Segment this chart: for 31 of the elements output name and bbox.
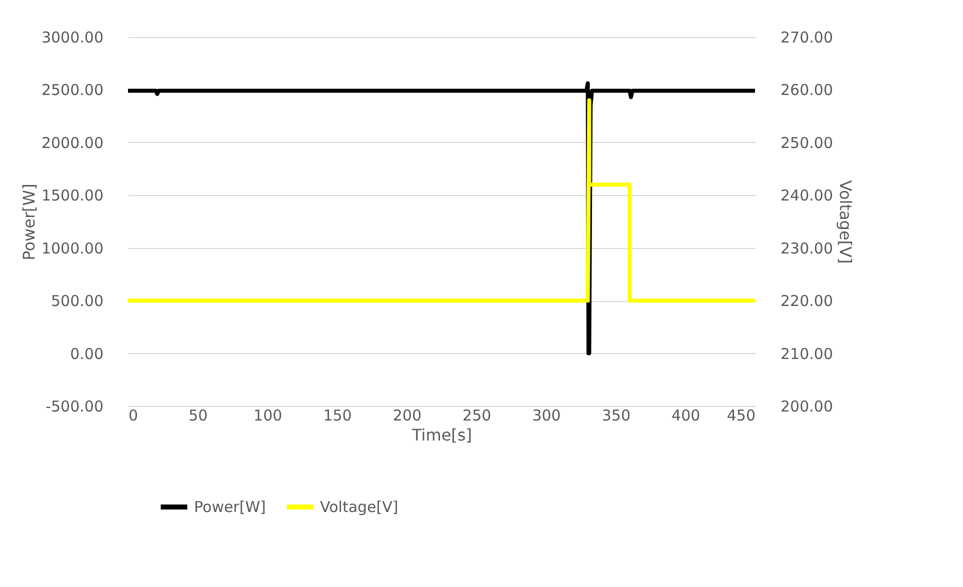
y-tick-label: 2000.00 — [41, 134, 104, 152]
y-axis-title: Power[W] — [19, 184, 38, 260]
y-tick-label: 1500.00 — [41, 186, 104, 205]
x-tick-label: 200 — [392, 406, 422, 424]
legend-label: Power[W] — [194, 498, 266, 516]
x-tick-label: 450 — [726, 406, 756, 424]
y-tick-label: 500.00 — [51, 292, 104, 310]
x-tick-label: 0 — [128, 406, 138, 424]
y2-tick-label: 200.00 — [780, 398, 833, 416]
y2-tick-label: 220.00 — [780, 292, 833, 310]
y-tick-label: 3000.00 — [41, 28, 104, 46]
x-tick-label: 150 — [323, 406, 352, 424]
y2-tick-label: 250.00 — [780, 134, 833, 152]
x-tick-label: 250 — [462, 406, 492, 424]
x-tick-label: 350 — [602, 406, 630, 424]
y2-tick-label: 260.00 — [780, 81, 833, 100]
x-axis-title: Time[s] — [411, 426, 472, 444]
y-tick-label: 2500.00 — [41, 81, 104, 100]
x-tick-label: 100 — [254, 406, 282, 424]
y-tick-label: 0.00 — [70, 344, 104, 363]
y2-tick-label: 240.00 — [780, 186, 833, 205]
y2-axis-title: Voltage[V] — [836, 180, 855, 264]
x-tick-label: 50 — [188, 406, 208, 424]
x-tick-label: 400 — [672, 406, 700, 424]
y2-tick-label: 270.00 — [780, 28, 833, 46]
legend-label: Voltage[V] — [320, 498, 398, 516]
y-tick-label: -500.00 — [46, 398, 104, 416]
x-tick-label: 300 — [532, 406, 561, 424]
y2-tick-label: 210.00 — [780, 344, 833, 363]
y2-tick-label: 230.00 — [780, 239, 833, 258]
y-tick-label: 1000.00 — [41, 239, 104, 258]
